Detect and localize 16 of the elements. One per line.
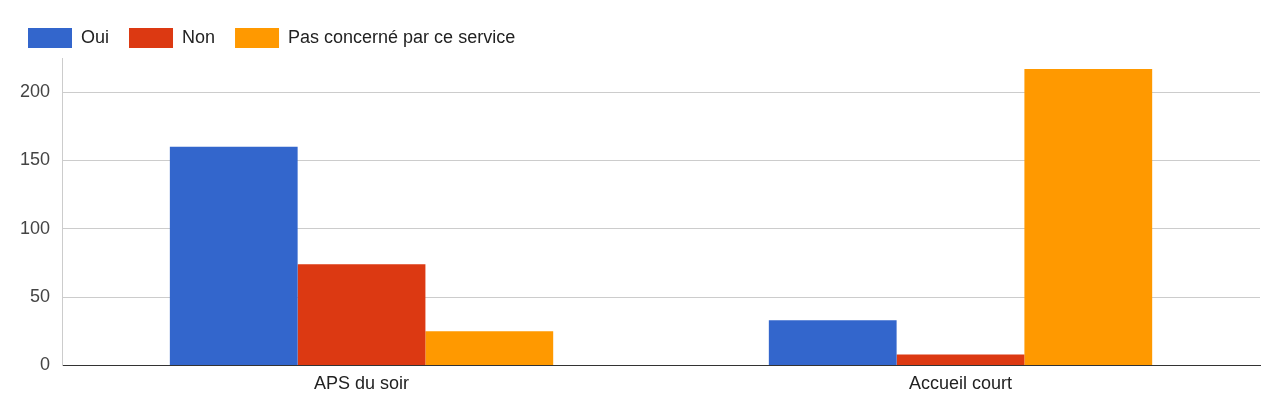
bar — [297, 264, 426, 365]
y-tick-label: 100 — [19, 217, 51, 238]
bar — [425, 331, 554, 365]
bar — [1024, 68, 1153, 365]
y-tick-label: 200 — [19, 81, 51, 102]
legend-label: Pas concerné par ce service — [288, 26, 516, 47]
y-tick-label: 0 — [40, 354, 51, 375]
x-tick-label: Accueil court — [908, 373, 1013, 394]
bar — [169, 146, 298, 365]
bar — [768, 320, 897, 365]
legend-label: Non — [182, 26, 216, 47]
legend-label: Oui — [81, 26, 110, 47]
bar — [896, 354, 1025, 365]
x-tick-label: APS du soir — [314, 373, 410, 394]
y-tick-label: 150 — [19, 149, 51, 170]
y-tick-label: 50 — [30, 286, 51, 307]
